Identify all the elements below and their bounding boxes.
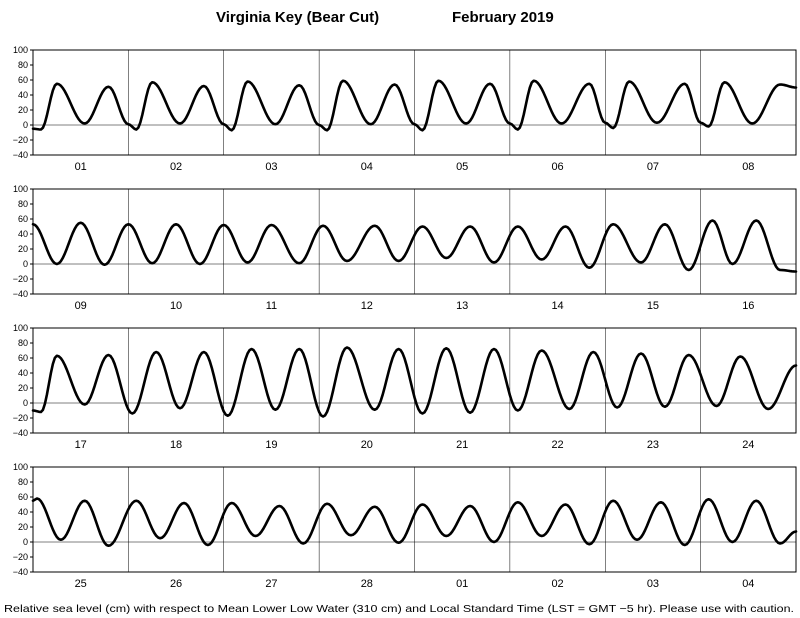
day-label: 26	[170, 578, 182, 590]
panel-4: 100 80 60 40 20 0 −20 −40 25 26 27 28 01 02 03 04	[13, 462, 798, 590]
tide-curve	[31, 219, 798, 273]
day-label: 28	[361, 578, 373, 590]
y-tick-label: 100	[13, 462, 28, 472]
y-tick-label: 20	[18, 522, 28, 532]
day-label: 21	[456, 439, 468, 451]
footnote: Relative sea level (cm) with respect to …	[4, 603, 794, 615]
tide-curve	[31, 346, 798, 418]
day-label: 07	[647, 161, 659, 173]
day-label: 03	[265, 161, 277, 173]
y-tick-label: −40	[13, 289, 28, 299]
day-label: 22	[551, 439, 563, 451]
y-tick-label: −40	[13, 428, 28, 438]
day-label: 06	[551, 161, 563, 173]
day-label: 09	[75, 300, 87, 312]
y-tick-label: 40	[18, 229, 28, 239]
y-tick-label: 80	[18, 477, 28, 487]
y-tick-label: 60	[18, 75, 28, 85]
panel-1: 100 80 60 40 20 0 −20 −40 01 02 03 04 05 06 07 08	[13, 45, 798, 173]
y-tick-label: 40	[18, 90, 28, 100]
period-title: February 2019	[452, 9, 554, 26]
day-label: 02	[551, 578, 563, 590]
day-label: 02	[170, 161, 182, 173]
tide-curve	[31, 79, 798, 132]
y-tick-label: −20	[13, 274, 28, 284]
y-tick-label: −40	[13, 567, 28, 577]
y-tick-label: 40	[18, 368, 28, 378]
day-label: 13	[456, 300, 468, 312]
day-label: 05	[456, 161, 468, 173]
day-label: 04	[742, 578, 754, 590]
day-label: 27	[265, 578, 277, 590]
day-label: 24	[742, 439, 754, 451]
y-tick-label: 40	[18, 507, 28, 517]
day-label: 01	[75, 161, 87, 173]
day-label: 23	[647, 439, 659, 451]
day-label: 15	[647, 300, 659, 312]
y-tick-label: 20	[18, 105, 28, 115]
y-tick-label: 80	[18, 338, 28, 348]
day-label: 20	[361, 439, 373, 451]
y-tick-label: 60	[18, 492, 28, 502]
y-tick-label: 80	[18, 60, 28, 70]
day-label: 11	[266, 300, 277, 312]
y-tick-label: 20	[18, 383, 28, 393]
day-label: 18	[170, 439, 182, 451]
y-tick-label: −40	[13, 150, 28, 160]
day-label: 25	[75, 578, 87, 590]
y-tick-label: 60	[18, 214, 28, 224]
day-label: 10	[170, 300, 182, 312]
y-tick-label: 100	[13, 323, 28, 333]
y-tick-label: 80	[18, 199, 28, 209]
y-tick-label: 100	[13, 184, 28, 194]
day-label: 16	[742, 300, 754, 312]
day-label: 08	[742, 161, 754, 173]
y-tick-label: 0	[23, 259, 28, 269]
day-label: 17	[75, 439, 87, 451]
y-tick-label: 100	[13, 45, 28, 55]
day-label: 12	[361, 300, 373, 312]
day-label: 01	[456, 578, 468, 590]
panel-2: 100 80 60 40 20 0 −20 −40 09 10 11 12 13 14 15 16	[13, 184, 798, 312]
day-label: 03	[647, 578, 659, 590]
y-tick-label: 60	[18, 353, 28, 363]
station-title: Virginia Key (Bear Cut)	[216, 9, 379, 26]
y-tick-label: −20	[13, 135, 28, 145]
y-tick-label: 20	[18, 244, 28, 254]
y-tick-label: −20	[13, 413, 28, 423]
day-label: 19	[265, 439, 277, 451]
day-label: 14	[551, 300, 563, 312]
y-tick-label: 0	[23, 120, 28, 130]
y-tick-label: 0	[23, 398, 28, 408]
panel-3: 100 80 60 40 20 0 −20 −40 17 18 19 20 21 22 23 24	[13, 323, 798, 451]
tide-curve	[31, 497, 798, 548]
y-tick-label: −20	[13, 552, 28, 562]
y-tick-label: 0	[23, 537, 28, 547]
day-label: 04	[361, 161, 373, 173]
